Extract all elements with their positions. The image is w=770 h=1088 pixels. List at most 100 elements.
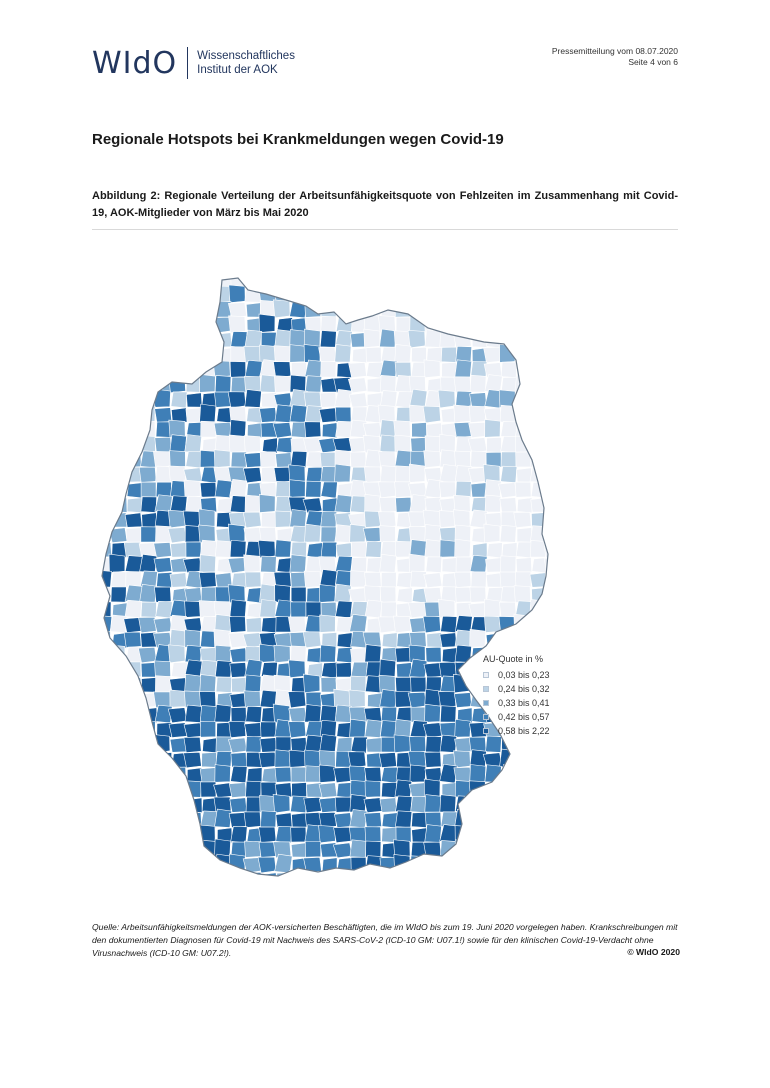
district-cell (275, 826, 293, 844)
district-cell (559, 287, 566, 302)
district-cell (109, 735, 127, 753)
district-cell (200, 781, 217, 798)
district-cell (138, 419, 156, 439)
district-cell (102, 691, 113, 708)
district-cell (184, 600, 201, 618)
district-cell (125, 736, 142, 753)
district-cell (381, 632, 398, 649)
district-cell (261, 616, 278, 634)
district-cell (393, 888, 412, 892)
district-cell (183, 359, 201, 379)
district-cell (303, 796, 322, 814)
district-cell (363, 278, 381, 289)
district-cell (364, 644, 382, 663)
district-cell (290, 766, 307, 783)
district-cell (214, 660, 232, 678)
district-cell (291, 812, 308, 828)
district-cell (363, 585, 381, 603)
district-cell (123, 631, 142, 648)
district-cell (350, 647, 368, 663)
district-cell (107, 301, 127, 319)
district-cell (561, 526, 566, 542)
district-cell (454, 780, 472, 798)
district-cell (109, 719, 127, 738)
legend-swatch (483, 714, 489, 720)
district-cell (156, 782, 173, 799)
district-cell (378, 752, 397, 768)
district-cell (363, 797, 383, 813)
district-cell (321, 632, 338, 648)
district-cell (543, 557, 548, 573)
district-cell (110, 278, 127, 288)
district-cell (305, 885, 322, 892)
district-cell (154, 315, 171, 333)
legend-swatch (483, 728, 489, 734)
district-cell (260, 810, 277, 828)
district-cell (543, 812, 548, 828)
district-cell (335, 406, 352, 423)
district-cell (126, 796, 142, 813)
district-cell (108, 287, 127, 303)
district-cell (348, 362, 367, 379)
district-cell (154, 388, 171, 408)
district-cell (515, 316, 532, 333)
district-cell (350, 661, 368, 679)
district-cell (184, 629, 201, 648)
legend-label: 0,42 bis 0,57 (498, 712, 550, 722)
district-cell (500, 465, 518, 484)
district-cell (350, 570, 367, 588)
district-cell (202, 737, 218, 754)
district-cell (483, 346, 502, 364)
district-cell (440, 287, 457, 303)
district-cell (102, 278, 112, 288)
district-cell (320, 481, 338, 499)
district-cell (125, 527, 143, 543)
district-cell (363, 299, 381, 319)
district-cell (501, 827, 517, 843)
district-cell (516, 467, 533, 483)
district-cell (469, 278, 487, 288)
district-cell (561, 301, 566, 318)
district-cell (485, 735, 502, 753)
district-cell (305, 466, 323, 484)
district-cell (200, 466, 218, 484)
district-cell (457, 887, 473, 892)
district-cell (546, 512, 548, 529)
district-cell (318, 407, 338, 423)
district-cell (124, 749, 142, 768)
district-cell (334, 494, 353, 514)
district-cell (501, 542, 518, 559)
district-cell (543, 796, 548, 814)
district-cell (380, 286, 398, 304)
district-cell (365, 737, 383, 753)
district-cell (469, 554, 488, 574)
district-cell (411, 301, 428, 319)
district-cell (501, 278, 517, 288)
district-cell (109, 479, 127, 498)
district-cell (381, 781, 397, 798)
district-cell (395, 871, 412, 876)
district-cell (319, 284, 336, 303)
district-cell (514, 481, 532, 498)
district-cell (154, 810, 171, 828)
district-cell (410, 437, 427, 453)
district-cell (274, 749, 291, 768)
district-cell (198, 508, 216, 529)
district-cell (544, 449, 548, 468)
district-cell (102, 332, 112, 348)
district-cell (544, 765, 548, 783)
legend-swatch (483, 672, 489, 678)
district-cell (500, 631, 517, 648)
district-cell (140, 496, 157, 513)
district-cell (393, 734, 411, 753)
district-cell (439, 632, 458, 648)
district-cell (154, 660, 171, 678)
district-cell (334, 583, 352, 603)
district-cell (244, 278, 261, 288)
district-cell (153, 283, 171, 304)
district-cell (153, 450, 172, 469)
district-cell (305, 765, 322, 783)
district-cell (259, 451, 277, 468)
district-cell (257, 856, 277, 874)
district-cell (319, 330, 337, 348)
